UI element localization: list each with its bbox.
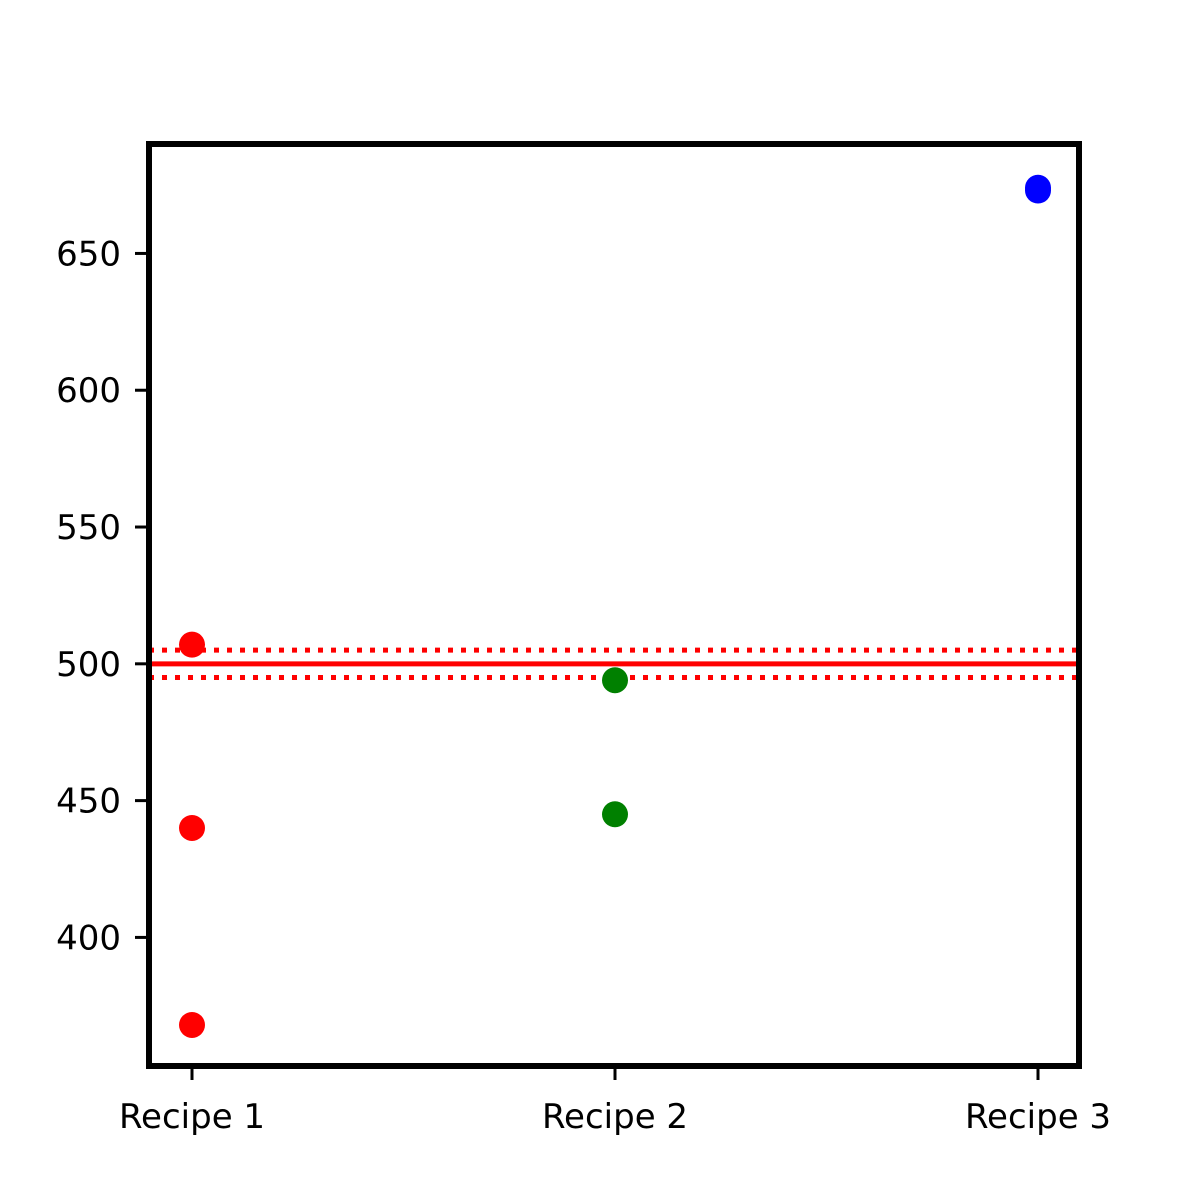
y-tick-label: 650 [56,234,121,274]
x-tick-label: Recipe 3 [965,1097,1111,1137]
y-tick-label: 550 [56,508,121,548]
x-axis: Recipe 1 Recipe 2 Recipe 3 [119,1066,1111,1137]
y-axis: 400 450 500 550 600 650 [56,234,149,958]
y-tick-label: 450 [56,782,121,822]
y-tick-label: 600 [56,371,121,411]
data-point [602,667,628,694]
y-tick-label: 500 [56,645,121,685]
reference-lines [149,647,1079,681]
data-point [179,631,205,658]
data-point [1025,174,1051,201]
x-tick-label: Recipe 1 [119,1097,265,1137]
data-points [179,174,1051,1038]
data-point [179,1011,205,1038]
data-point [179,814,205,841]
x-tick-label: Recipe 2 [542,1097,688,1137]
data-point [602,801,628,828]
y-tick-label: 400 [56,918,121,958]
plot-frame [146,141,1082,1069]
